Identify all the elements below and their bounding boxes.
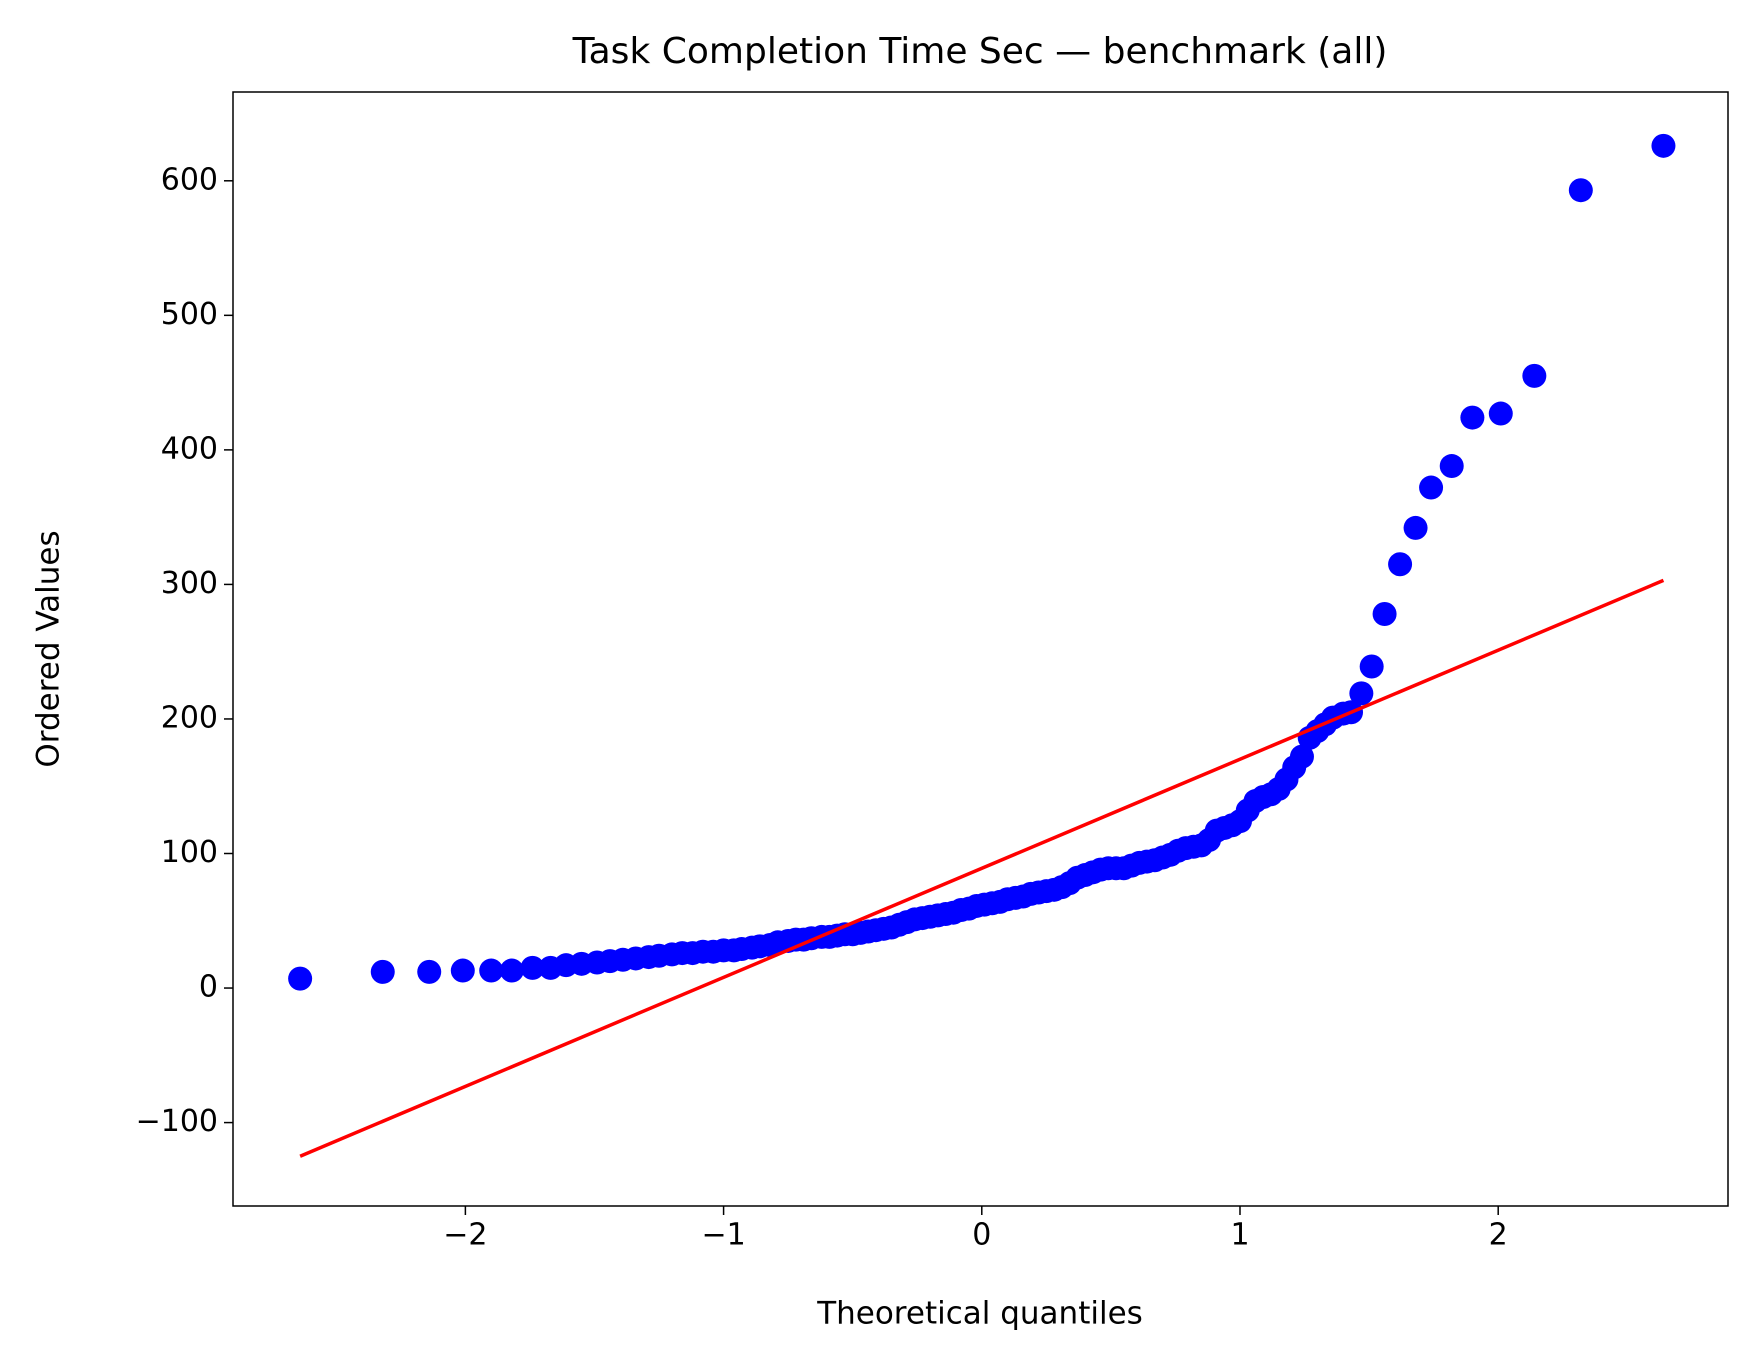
data-point: [1488, 401, 1513, 426]
data-point: [1359, 654, 1384, 679]
data-point: [417, 959, 442, 984]
data-point: [288, 966, 313, 991]
data-point: [450, 958, 475, 983]
plot-frame: [232, 91, 1729, 1207]
x-tick-label: 2: [1489, 1218, 1508, 1253]
data-point: [1460, 405, 1485, 430]
data-point: [479, 958, 504, 983]
y-tick-label: 400: [161, 431, 218, 466]
y-tick-label: 100: [161, 835, 218, 870]
data-point: [1568, 178, 1593, 203]
data-point: [1372, 602, 1397, 627]
y-tick-label: 300: [161, 566, 218, 601]
x-tick-label: 0: [972, 1218, 991, 1253]
data-point: [1388, 552, 1413, 577]
data-point: [1651, 133, 1676, 158]
data-point: [1349, 681, 1374, 706]
y-tick-label: 500: [161, 297, 218, 332]
y-axis-label: Ordered Values: [31, 530, 67, 767]
x-axis-label: Theoretical quantiles: [816, 1296, 1143, 1332]
data-point: [1522, 363, 1547, 388]
y-tick-label: 600: [161, 162, 218, 197]
x-tick-label: 1: [1230, 1218, 1249, 1253]
fit-line: [299, 578, 1665, 1158]
data-point: [1403, 515, 1428, 540]
x-tick-label: −2: [443, 1218, 487, 1253]
data-point: [370, 959, 395, 984]
y-tick-label: 0: [199, 970, 218, 1005]
x-tick-label: −1: [701, 1218, 745, 1253]
data-point: [1419, 475, 1444, 500]
y-tick-label: −100: [136, 1104, 218, 1139]
data-point: [520, 955, 545, 980]
chart-title: Task Completion Time Sec — benchmark (al…: [572, 31, 1388, 72]
data-point: [1289, 744, 1314, 769]
data-point: [499, 958, 524, 983]
data-point: [1439, 454, 1464, 479]
y-tick-label: 200: [161, 700, 218, 735]
